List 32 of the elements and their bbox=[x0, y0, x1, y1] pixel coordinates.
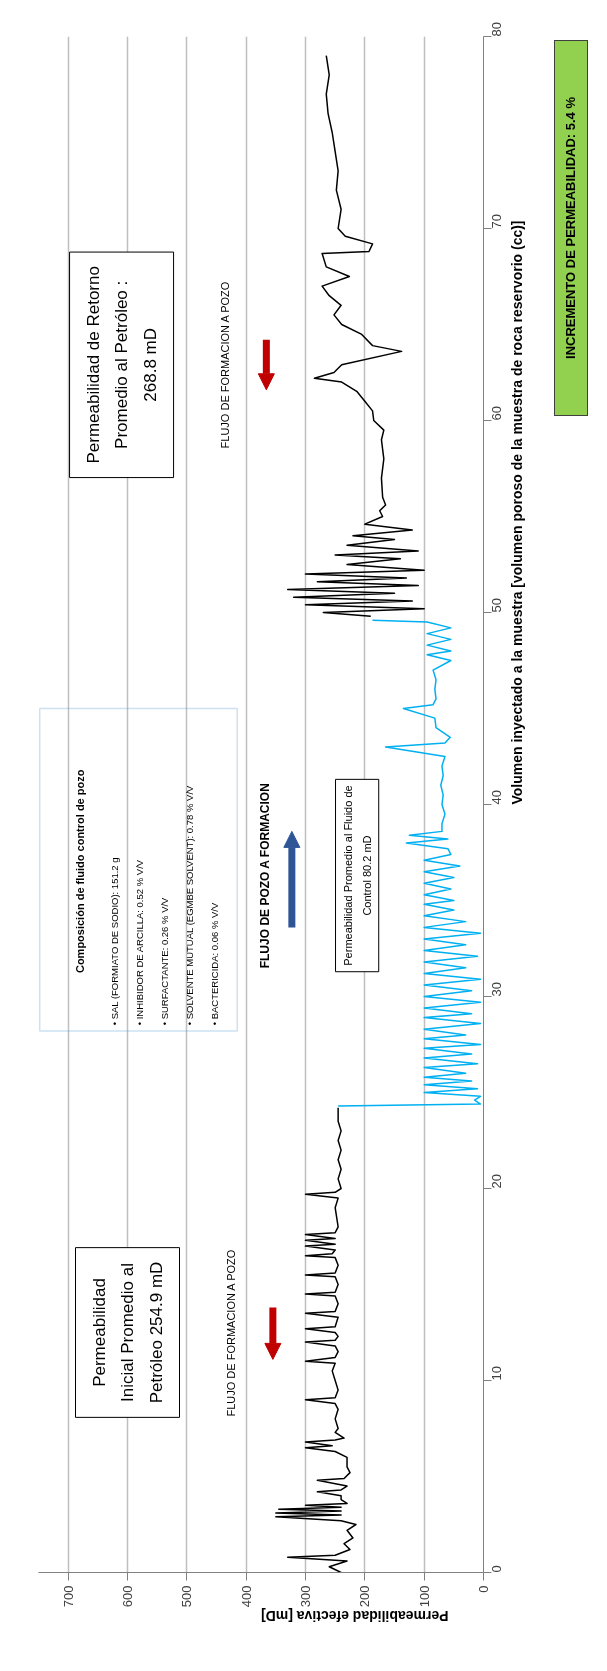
annotation: • SOLVENTE MUTUAL (EGMBE SOLVENT): 0.78 % V/V bbox=[183, 784, 195, 1026]
y-tick-label: 40 bbox=[489, 790, 504, 805]
x-tick-label: 0 bbox=[476, 1585, 491, 1593]
y-tick-label: 70 bbox=[489, 214, 504, 229]
text: INCREMENTO DE PERMEABILIDAD: 5.4 % bbox=[561, 97, 579, 359]
annotation: • BACTERICIDA: 0.06 % V/V bbox=[208, 901, 220, 1026]
y-tick-label: 10 bbox=[489, 1366, 504, 1381]
x-axis-title: Permeabilidad efectiva [mD] bbox=[260, 1608, 449, 1625]
annotation: • SAL (FORMIATO DE SODIO): 151.2 g bbox=[108, 857, 120, 1026]
y-tick-label: 0 bbox=[489, 1565, 504, 1573]
y-tick-label: 20 bbox=[489, 1174, 504, 1189]
y-tick-label: 50 bbox=[489, 598, 504, 613]
annotation: FLUJO DE FORMACION A POZO bbox=[218, 281, 231, 449]
x-tick-label: 700 bbox=[60, 1585, 76, 1608]
annotation: • INHIBIDOR DE ARCILLA: 0.52 % V/V bbox=[133, 859, 145, 1026]
annotation: Permeabilidad Promedio al Fluido de Control 80.2 mD bbox=[341, 785, 373, 966]
x-tick-label: 500 bbox=[179, 1585, 195, 1608]
annotation: Permeabilidad de Retorno Promedio al Petróleo : 268.8 mD bbox=[83, 266, 160, 464]
annotation: FLUJO DE FORMACION A POZO bbox=[225, 1249, 238, 1417]
x-tick-label: 400 bbox=[238, 1585, 254, 1608]
x-tick-label: 600 bbox=[120, 1585, 135, 1608]
x-tick-label: 200 bbox=[357, 1585, 373, 1608]
annotation: • SURFACTANTE: 0.26 % V/V bbox=[158, 896, 170, 1026]
y-tick-label: 30 bbox=[489, 982, 504, 997]
annotation: Composición de fluido control de pozo bbox=[74, 769, 87, 974]
y-tick-label: 80 bbox=[489, 22, 504, 37]
y-axis-title: Volumen inyectado a la muestra [volumen poroso de la muestra de roca reservorio (cc)] bbox=[508, 220, 525, 805]
x-tick-label: 100 bbox=[416, 1585, 432, 1608]
x-tick-label: 300 bbox=[298, 1585, 313, 1608]
annotation: Permeabilidad Inicial Promedio al Petróleo 254.9 mD bbox=[89, 1261, 166, 1404]
y-tick-label: 60 bbox=[489, 406, 504, 421]
annotation: FLUJO DE POZO A FORMACION bbox=[258, 783, 273, 969]
